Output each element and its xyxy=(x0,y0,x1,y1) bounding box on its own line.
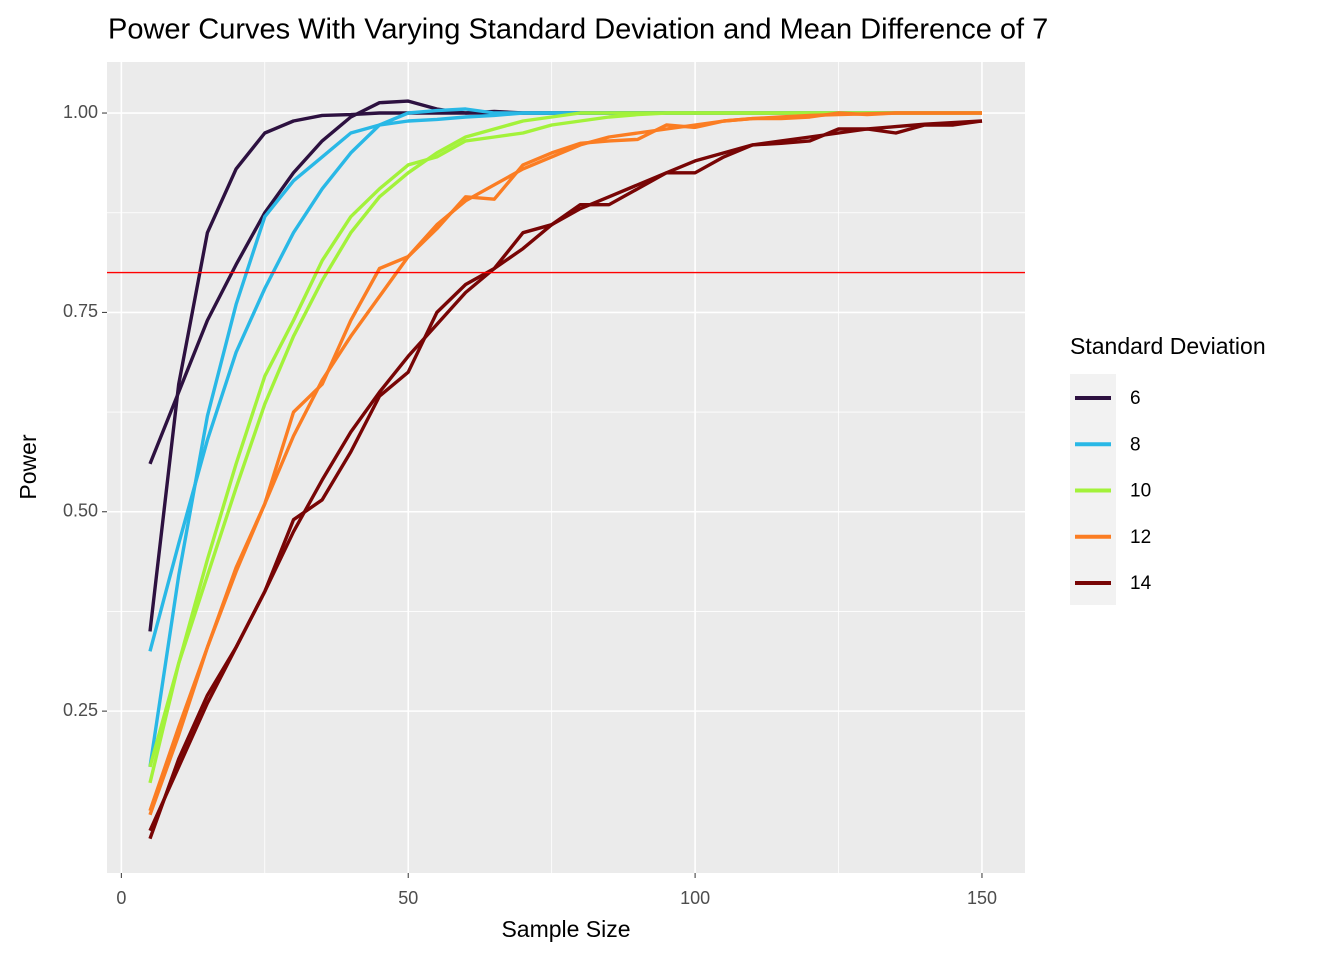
plot-panel xyxy=(107,62,1025,873)
y-tick-label: 1.00 xyxy=(63,102,98,122)
x-tick-label: 50 xyxy=(398,888,418,908)
series-line xyxy=(148,119,983,832)
x-axis-label: Sample Size xyxy=(501,916,630,942)
x-tick-label: 0 xyxy=(116,888,126,908)
legend-label: 14 xyxy=(1130,573,1152,594)
series-line xyxy=(148,119,983,840)
y-tick-label: 0.75 xyxy=(63,301,98,321)
x-tick-label: 150 xyxy=(967,888,997,908)
x-tick-label: 100 xyxy=(680,888,710,908)
y-tick-label: 0.50 xyxy=(63,501,98,521)
chart-title: Power Curves With Varying Standard Devia… xyxy=(108,14,1048,46)
legend-label: 12 xyxy=(1130,527,1151,548)
legend-label: 6 xyxy=(1130,388,1141,409)
legend-title: Standard Deviation xyxy=(1070,333,1266,359)
legend-label: 10 xyxy=(1130,481,1151,502)
y-axis-label: Power xyxy=(15,434,41,500)
legend-label: 8 xyxy=(1130,434,1141,455)
series-line xyxy=(148,111,982,812)
y-tick-label: 0.25 xyxy=(63,700,98,720)
